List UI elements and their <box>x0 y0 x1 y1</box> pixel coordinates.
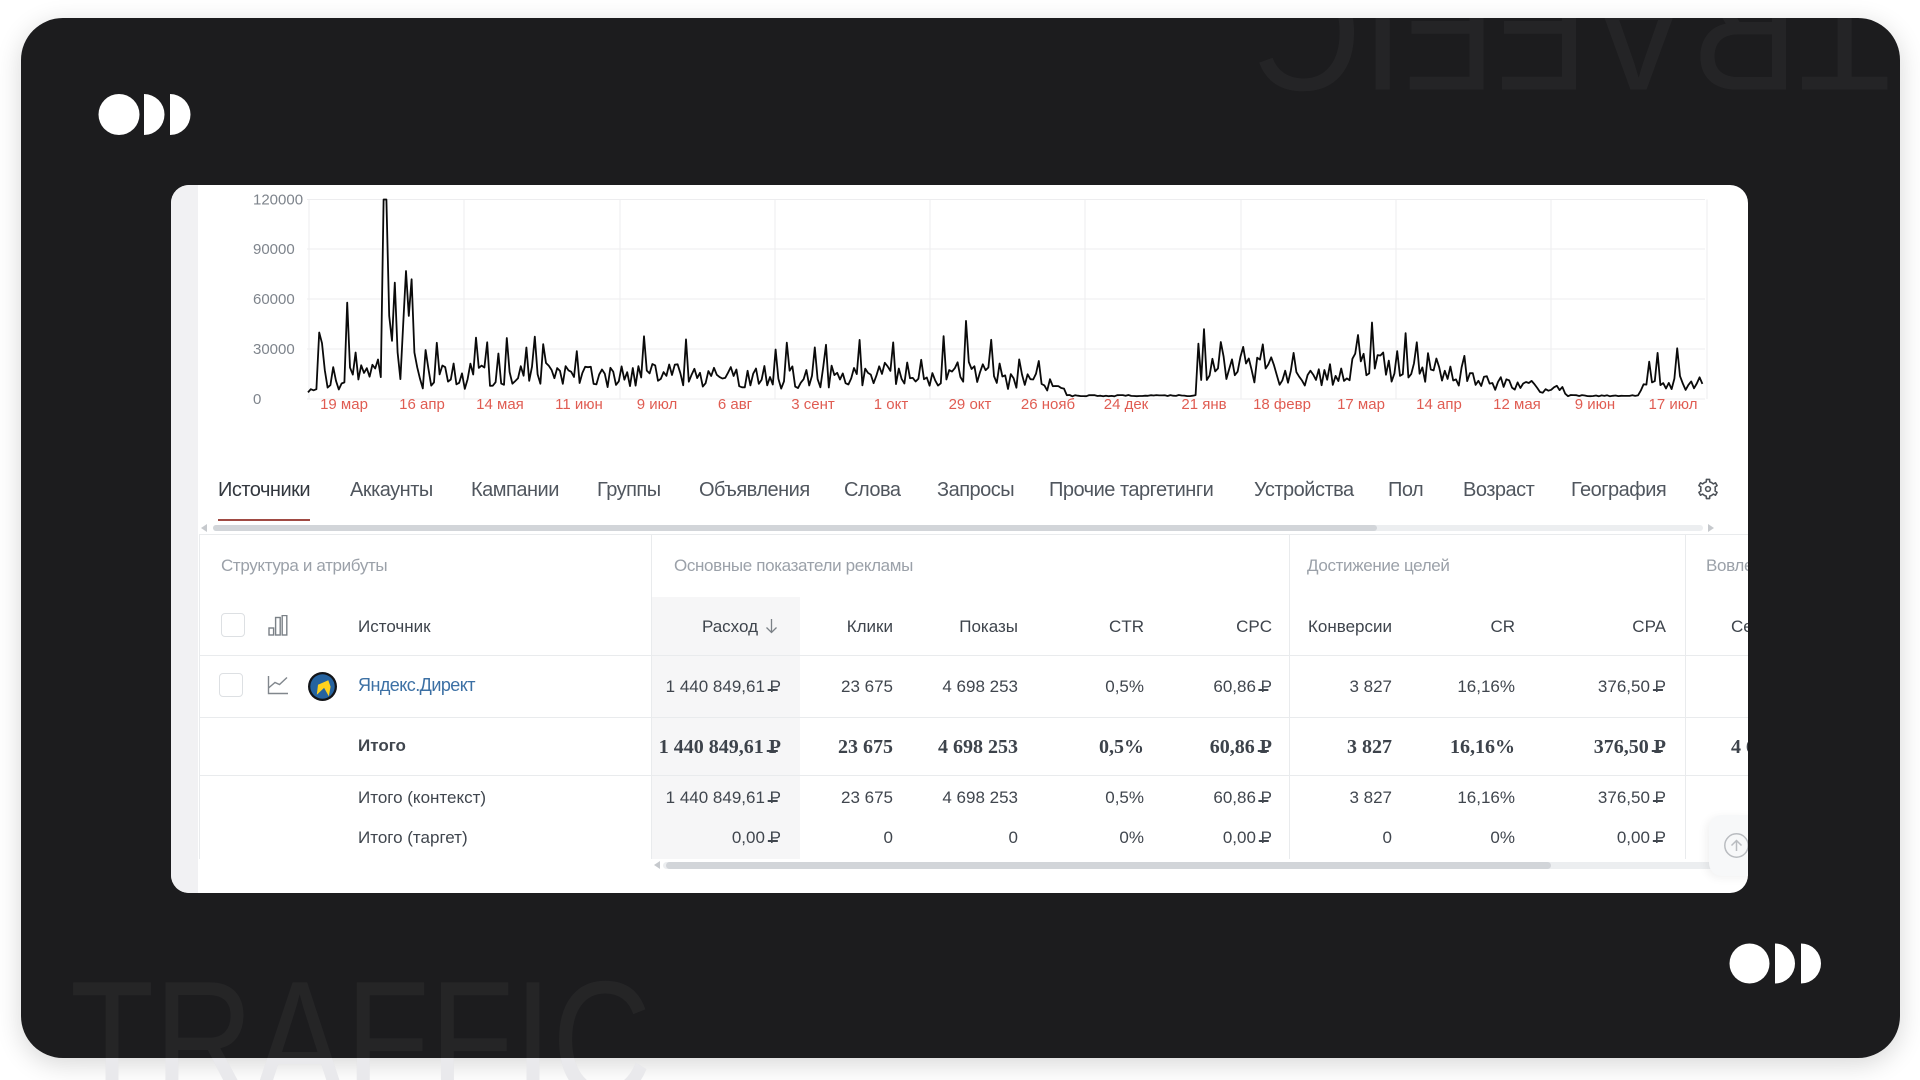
svg-text:120000: 120000 <box>253 192 303 209</box>
svg-text:16 апр: 16 апр <box>399 396 445 413</box>
svg-text:60000: 60000 <box>253 291 295 308</box>
svg-text:6 авг: 6 авг <box>718 396 753 413</box>
svg-text:26 нояб: 26 нояб <box>1021 396 1075 413</box>
svg-text:17 июл: 17 июл <box>1649 396 1698 413</box>
svg-text:17 мар: 17 мар <box>1337 396 1385 413</box>
svg-text:90000: 90000 <box>253 241 295 258</box>
svg-text:3 сент: 3 сент <box>791 396 835 413</box>
svg-text:14 апр: 14 апр <box>1416 396 1462 413</box>
svg-text:9 июн: 9 июн <box>1575 396 1615 413</box>
svg-text:11 июн: 11 июн <box>555 396 603 413</box>
svg-text:19 мар: 19 мар <box>320 396 368 413</box>
svg-text:12 мая: 12 мая <box>1493 396 1541 413</box>
svg-text:0: 0 <box>253 391 261 408</box>
svg-text:18 февр: 18 февр <box>1253 396 1311 413</box>
svg-text:1 окт: 1 окт <box>874 396 909 413</box>
svg-text:14 мая: 14 мая <box>476 396 524 413</box>
svg-text:30000: 30000 <box>253 341 295 358</box>
svg-text:21 янв: 21 янв <box>1181 396 1226 413</box>
svg-text:9 июл: 9 июл <box>637 396 678 413</box>
svg-text:29 окт: 29 окт <box>949 396 992 413</box>
svg-text:24 дек: 24 дек <box>1104 396 1149 413</box>
